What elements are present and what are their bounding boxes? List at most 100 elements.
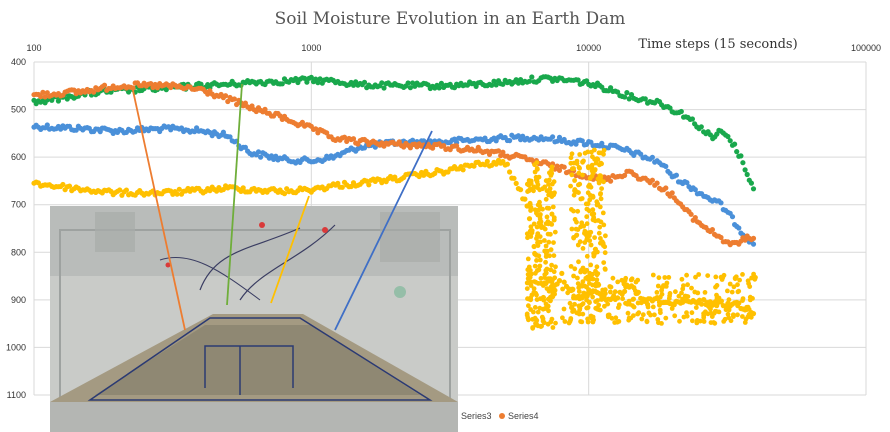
data-point bbox=[536, 207, 542, 213]
data-point bbox=[560, 315, 565, 321]
data-point bbox=[729, 214, 736, 220]
data-point bbox=[559, 270, 565, 276]
data-point bbox=[258, 154, 264, 160]
data-point bbox=[532, 263, 538, 269]
data-point bbox=[227, 134, 233, 140]
data-point bbox=[602, 250, 608, 256]
data-point bbox=[692, 215, 698, 221]
data-point bbox=[348, 183, 354, 190]
data-point bbox=[255, 149, 262, 155]
data-point bbox=[580, 172, 585, 178]
data-point bbox=[615, 295, 621, 301]
data-point bbox=[734, 149, 740, 155]
y-tick-label: 1000 bbox=[6, 342, 26, 352]
data-point bbox=[582, 283, 588, 289]
data-point bbox=[631, 313, 636, 318]
data-point bbox=[679, 290, 684, 296]
data-point bbox=[610, 275, 616, 281]
data-point bbox=[701, 313, 707, 319]
data-point bbox=[576, 303, 582, 309]
data-point bbox=[731, 314, 736, 319]
data-point bbox=[126, 89, 132, 95]
data-point bbox=[531, 184, 537, 190]
data-point bbox=[534, 166, 540, 171]
data-point bbox=[591, 251, 596, 256]
y-axis-ticks: 400 500 600 700 800 900 1000 1100 bbox=[6, 57, 26, 400]
data-point bbox=[592, 246, 598, 252]
data-point bbox=[594, 290, 600, 296]
data-point bbox=[543, 281, 549, 287]
data-point bbox=[657, 302, 662, 308]
data-point bbox=[560, 286, 565, 292]
data-point bbox=[702, 290, 708, 295]
data-point bbox=[220, 129, 226, 135]
data-point bbox=[597, 162, 602, 168]
data-point bbox=[642, 96, 648, 102]
data-point bbox=[531, 286, 537, 291]
data-point bbox=[441, 143, 447, 149]
data-point bbox=[561, 279, 567, 285]
data-point bbox=[544, 188, 550, 194]
data-point bbox=[649, 177, 656, 183]
data-point bbox=[525, 181, 530, 187]
data-point bbox=[543, 196, 549, 202]
data-point bbox=[652, 312, 657, 318]
data-point bbox=[537, 263, 543, 269]
data-point bbox=[735, 312, 740, 318]
data-point bbox=[484, 158, 490, 164]
x-tick-label: 10000 bbox=[576, 43, 601, 53]
data-point bbox=[536, 253, 542, 259]
data-point bbox=[698, 124, 704, 130]
data-point bbox=[551, 269, 557, 275]
data-point bbox=[522, 196, 528, 202]
data-point bbox=[575, 208, 581, 214]
data-point bbox=[529, 228, 535, 234]
data-point bbox=[317, 76, 323, 82]
data-point bbox=[554, 163, 560, 169]
data-point bbox=[549, 211, 555, 217]
data-point bbox=[546, 182, 551, 187]
data-point bbox=[535, 185, 540, 191]
data-point bbox=[685, 282, 690, 288]
data-point bbox=[588, 272, 594, 278]
data-point bbox=[727, 281, 733, 287]
data-point bbox=[576, 170, 582, 176]
data-point bbox=[531, 243, 537, 250]
data-point bbox=[729, 289, 735, 295]
data-point bbox=[625, 310, 631, 316]
data-point bbox=[673, 172, 680, 178]
data-point bbox=[596, 150, 602, 156]
data-point bbox=[579, 319, 585, 325]
data-point bbox=[542, 238, 547, 243]
data-point bbox=[575, 242, 581, 248]
data-point bbox=[225, 98, 231, 105]
data-point bbox=[534, 258, 539, 263]
data-point bbox=[545, 231, 551, 237]
data-point bbox=[659, 288, 664, 293]
y-tick-label: 800 bbox=[11, 247, 26, 257]
series-3 bbox=[31, 80, 757, 248]
data-point bbox=[608, 289, 613, 295]
data-point bbox=[622, 288, 628, 294]
data-point bbox=[366, 182, 372, 188]
data-point bbox=[590, 294, 595, 300]
data-point bbox=[539, 314, 545, 320]
data-point bbox=[584, 221, 590, 227]
data-point bbox=[646, 310, 652, 316]
data-point bbox=[582, 240, 588, 245]
data-point bbox=[578, 269, 583, 275]
data-point bbox=[579, 220, 585, 226]
data-point bbox=[626, 317, 632, 323]
data-point bbox=[608, 178, 614, 184]
legend-label-series4: Series4 bbox=[508, 411, 539, 421]
data-point bbox=[725, 133, 731, 140]
data-point bbox=[542, 184, 548, 190]
data-point bbox=[592, 218, 598, 224]
data-point bbox=[234, 101, 240, 108]
data-point bbox=[594, 199, 600, 205]
data-point bbox=[721, 319, 727, 324]
data-point bbox=[590, 207, 596, 213]
data-point bbox=[569, 151, 575, 157]
data-point bbox=[595, 283, 601, 288]
data-point bbox=[240, 185, 246, 191]
